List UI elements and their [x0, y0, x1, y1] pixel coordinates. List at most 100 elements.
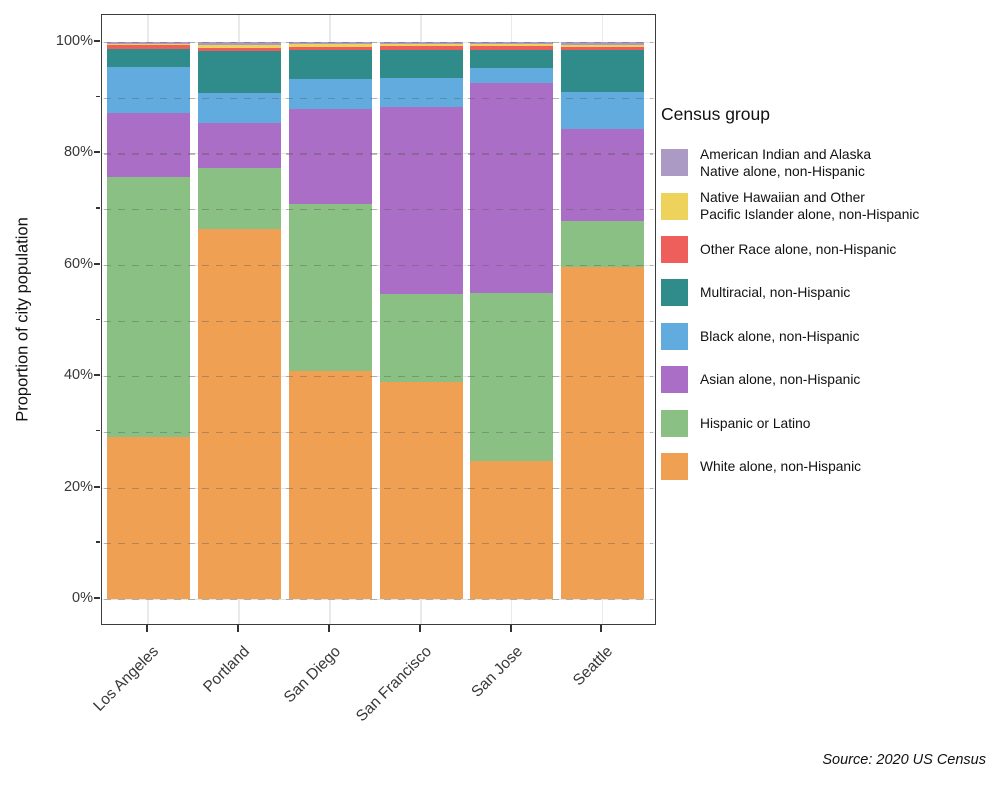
bar-segment: [560, 221, 644, 268]
legend-entry-label: Native Hawaiian and Other Pacific Islande…: [700, 190, 920, 223]
bar-segment: [106, 49, 190, 68]
bar-segment: [560, 50, 644, 92]
legend-entry-label: White alone, non-Hispanic: [700, 458, 862, 474]
x-axis-tick: [146, 625, 148, 632]
bar-segment: [106, 112, 190, 177]
bar-segment: [197, 42, 281, 46]
x-axis-tick: [328, 625, 330, 632]
bar-segment: [470, 49, 553, 69]
dashed-gridline: [103, 153, 653, 155]
bar-segment: [470, 43, 553, 46]
bar-segment: [560, 128, 644, 222]
bar-segment: [560, 44, 644, 47]
x-axis-tick-label: San Diego: [280, 643, 345, 707]
y-axis-tick: [94, 151, 100, 154]
dashed-gridline: [103, 431, 653, 434]
bar-segment: [379, 294, 463, 382]
bar-segment: [470, 68, 553, 84]
bar-segment: [106, 67, 190, 113]
legend-entry: Multiracial, non-Hispanic: [661, 271, 997, 314]
y-axis-minor-tick: [96, 318, 100, 321]
y-axis-tick-label: 60%: [63, 255, 93, 272]
legend-entry: Black alone, non-Hispanic: [661, 315, 997, 358]
source-caption: Source: 2020 US Census: [822, 752, 986, 768]
h-gridline: [101, 431, 655, 433]
chart-panel: [100, 14, 656, 625]
h-gridline: [101, 599, 655, 600]
bar-segment: [288, 42, 372, 44]
x-axis-tick-label: Los Angeles: [90, 643, 163, 715]
bar-segment: [470, 45, 553, 50]
dashed-gridline: [103, 42, 653, 44]
bar-segment: [560, 267, 644, 599]
legend-entry-label: Other Race alone, non-Hispanic: [700, 241, 897, 257]
x-axis-tick: [509, 625, 512, 632]
x-axis-tick-label: San Francisco: [352, 643, 436, 726]
bar-segment: [379, 45, 463, 51]
y-axis-title: Proportion of city population: [13, 217, 32, 422]
bar-segment: [106, 44, 190, 45]
bar-segment: [197, 50, 281, 93]
x-axis-tick: [419, 625, 421, 632]
dashed-gridline: [103, 376, 653, 378]
x-axis-tick: [600, 625, 603, 632]
legend-entry-label: Black alone, non-Hispanic: [700, 328, 860, 344]
y-axis-tick: [94, 485, 100, 488]
bar-segment: [288, 109, 372, 205]
y-axis-minor-tick: [96, 541, 100, 543]
bar-segment: [379, 44, 463, 46]
y-axis-tick: [94, 374, 100, 377]
legend-entry: Native Hawaiian and Other Pacific Islande…: [661, 184, 997, 227]
bar-segment: [288, 78, 372, 110]
bar-segment: [470, 42, 553, 44]
legend-entry-label: Hispanic or Latino: [700, 415, 811, 431]
h-gridline: [101, 264, 655, 266]
legend-entry: Asian alone, non-Hispanic: [661, 358, 997, 401]
dashed-gridline: [103, 97, 653, 99]
y-axis-tick: [94, 597, 100, 599]
bar-segment: [379, 106, 463, 295]
bar-segment: [197, 47, 281, 51]
y-axis-tick-label: 80%: [63, 144, 93, 161]
bar-segment: [288, 43, 372, 47]
legend-entry: American Indian and Alaska Native alone, …: [661, 141, 997, 184]
bar-segment: [560, 42, 644, 45]
y-axis-tick: [94, 262, 100, 265]
h-gridline: [101, 97, 655, 99]
dashed-gridline: [103, 599, 653, 601]
dashed-gridline: [103, 320, 653, 322]
h-gridline: [101, 42, 655, 43]
h-gridline: [101, 487, 655, 489]
y-axis-tick-label: 40%: [63, 367, 93, 384]
x-axis-tick: [237, 625, 239, 632]
bar-segment: [197, 229, 281, 599]
legend-key-swatch: [661, 279, 688, 307]
h-gridline: [101, 209, 655, 211]
legend-entry-label: Asian alone, non-Hispanic: [700, 372, 861, 388]
bar-segment: [106, 437, 190, 599]
bar-segment: [379, 50, 463, 79]
y-axis-tick: [94, 40, 100, 42]
bar-segment: [288, 50, 372, 79]
bar-segment: [106, 176, 190, 438]
bar-segment: [470, 293, 553, 462]
bar-segment: [288, 371, 372, 599]
legend-key-swatch: [661, 322, 688, 350]
x-axis-tick-label: San Jose: [467, 643, 526, 701]
bar-segment: [197, 123, 281, 168]
legend-key-swatch: [661, 452, 688, 480]
legend-key-swatch: [661, 235, 688, 263]
bar-segment: [560, 47, 644, 51]
h-gridline: [101, 320, 655, 322]
legend-entry: White alone, non-Hispanic: [661, 445, 997, 488]
bar-segment: [106, 42, 190, 45]
h-gridline: [101, 543, 655, 545]
legend-key-swatch: [661, 409, 688, 437]
x-axis-tick-label: Portland: [200, 643, 254, 696]
legend-entries: American Indian and Alaska Native alone, …: [661, 141, 997, 488]
bar-segment: [288, 46, 372, 51]
h-gridline: [101, 153, 655, 155]
legend-entry-label: American Indian and Alaska Native alone, …: [700, 146, 872, 179]
bar-segment: [560, 91, 644, 129]
y-axis-tick-label: 0%: [72, 590, 93, 606]
